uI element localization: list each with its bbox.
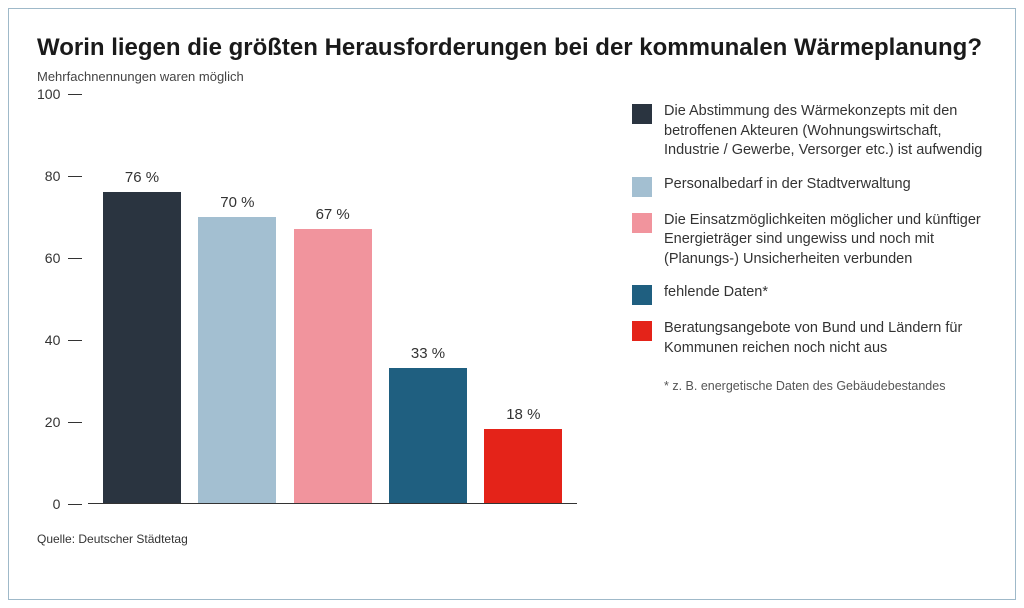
legend-swatch (632, 285, 652, 305)
legend-footnote: * z. B. energetische Daten des Gebäudebe… (632, 379, 987, 393)
legend-text: Beratungsangebote von Bund und Ländern f… (664, 319, 987, 358)
y-tick-dash (68, 258, 82, 259)
legend-item: Personalbedarf in der Stadtverwaltung (632, 175, 987, 197)
legend: Die Abstimmung des Wärmekonzepts mit den… (577, 94, 987, 393)
bar (389, 368, 467, 503)
bar-group: 18 % (484, 94, 562, 503)
bar-group: 67 % (294, 94, 372, 503)
y-tick-label: 60 (45, 250, 69, 266)
bar-group: 33 % (389, 94, 467, 503)
y-tick-dash (68, 176, 82, 177)
y-tick-label: 0 (53, 496, 69, 512)
y-tick-dash (68, 340, 82, 341)
y-tick-dash (68, 504, 82, 505)
chart-frame: Worin liegen die größten Herausforderung… (8, 8, 1016, 600)
legend-item: Die Abstimmung des Wärmekonzepts mit den… (632, 102, 987, 161)
chart-area: 100 80 60 40 20 0 76 % 70 % (37, 94, 577, 546)
legend-text: Personalbedarf in der Stadtverwaltung (664, 175, 911, 195)
bar-value-label: 33 % (411, 345, 445, 362)
chart-subtitle: Mehrfachnennungen waren möglich (37, 69, 987, 84)
y-tick-label: 40 (45, 332, 69, 348)
legend-swatch (632, 213, 652, 233)
bar (484, 429, 562, 503)
bar-value-label: 18 % (506, 406, 540, 423)
source-text: Quelle: Deutscher Städtetag (37, 532, 577, 546)
legend-swatch (632, 177, 652, 197)
bar (198, 217, 276, 503)
bar (103, 192, 181, 503)
legend-item: fehlende Daten* (632, 283, 987, 305)
legend-text: Die Abstimmung des Wärmekonzepts mit den… (664, 102, 987, 161)
content-row: 100 80 60 40 20 0 76 % 70 % (37, 94, 987, 583)
y-tick-label: 20 (45, 414, 69, 430)
y-tick-dash (68, 422, 82, 423)
bar-value-label: 67 % (316, 206, 350, 223)
legend-item: Beratungsangebote von Bund und Ländern f… (632, 319, 987, 358)
bar-group: 70 % (198, 94, 276, 503)
legend-item: Die Einsatzmöglichkeiten möglicher und k… (632, 211, 987, 270)
y-tick-label: 100 (37, 86, 68, 102)
y-axis: 100 80 60 40 20 0 (37, 94, 88, 504)
bar-value-label: 70 % (220, 194, 254, 211)
y-tick-dash (68, 94, 82, 95)
bar-value-label: 76 % (125, 169, 159, 186)
legend-swatch (632, 321, 652, 341)
legend-text: fehlende Daten* (664, 283, 768, 303)
legend-text: Die Einsatzmöglichkeiten möglicher und k… (664, 211, 987, 270)
chart-title: Worin liegen die größten Herausforderung… (37, 33, 987, 63)
y-tick-label: 80 (45, 168, 69, 184)
legend-swatch (632, 104, 652, 124)
bar-chart: 100 80 60 40 20 0 76 % 70 % (37, 94, 577, 504)
bar (294, 229, 372, 503)
plot-area: 76 % 70 % 67 % 33 % (88, 94, 577, 504)
bar-group: 76 % (103, 94, 181, 503)
